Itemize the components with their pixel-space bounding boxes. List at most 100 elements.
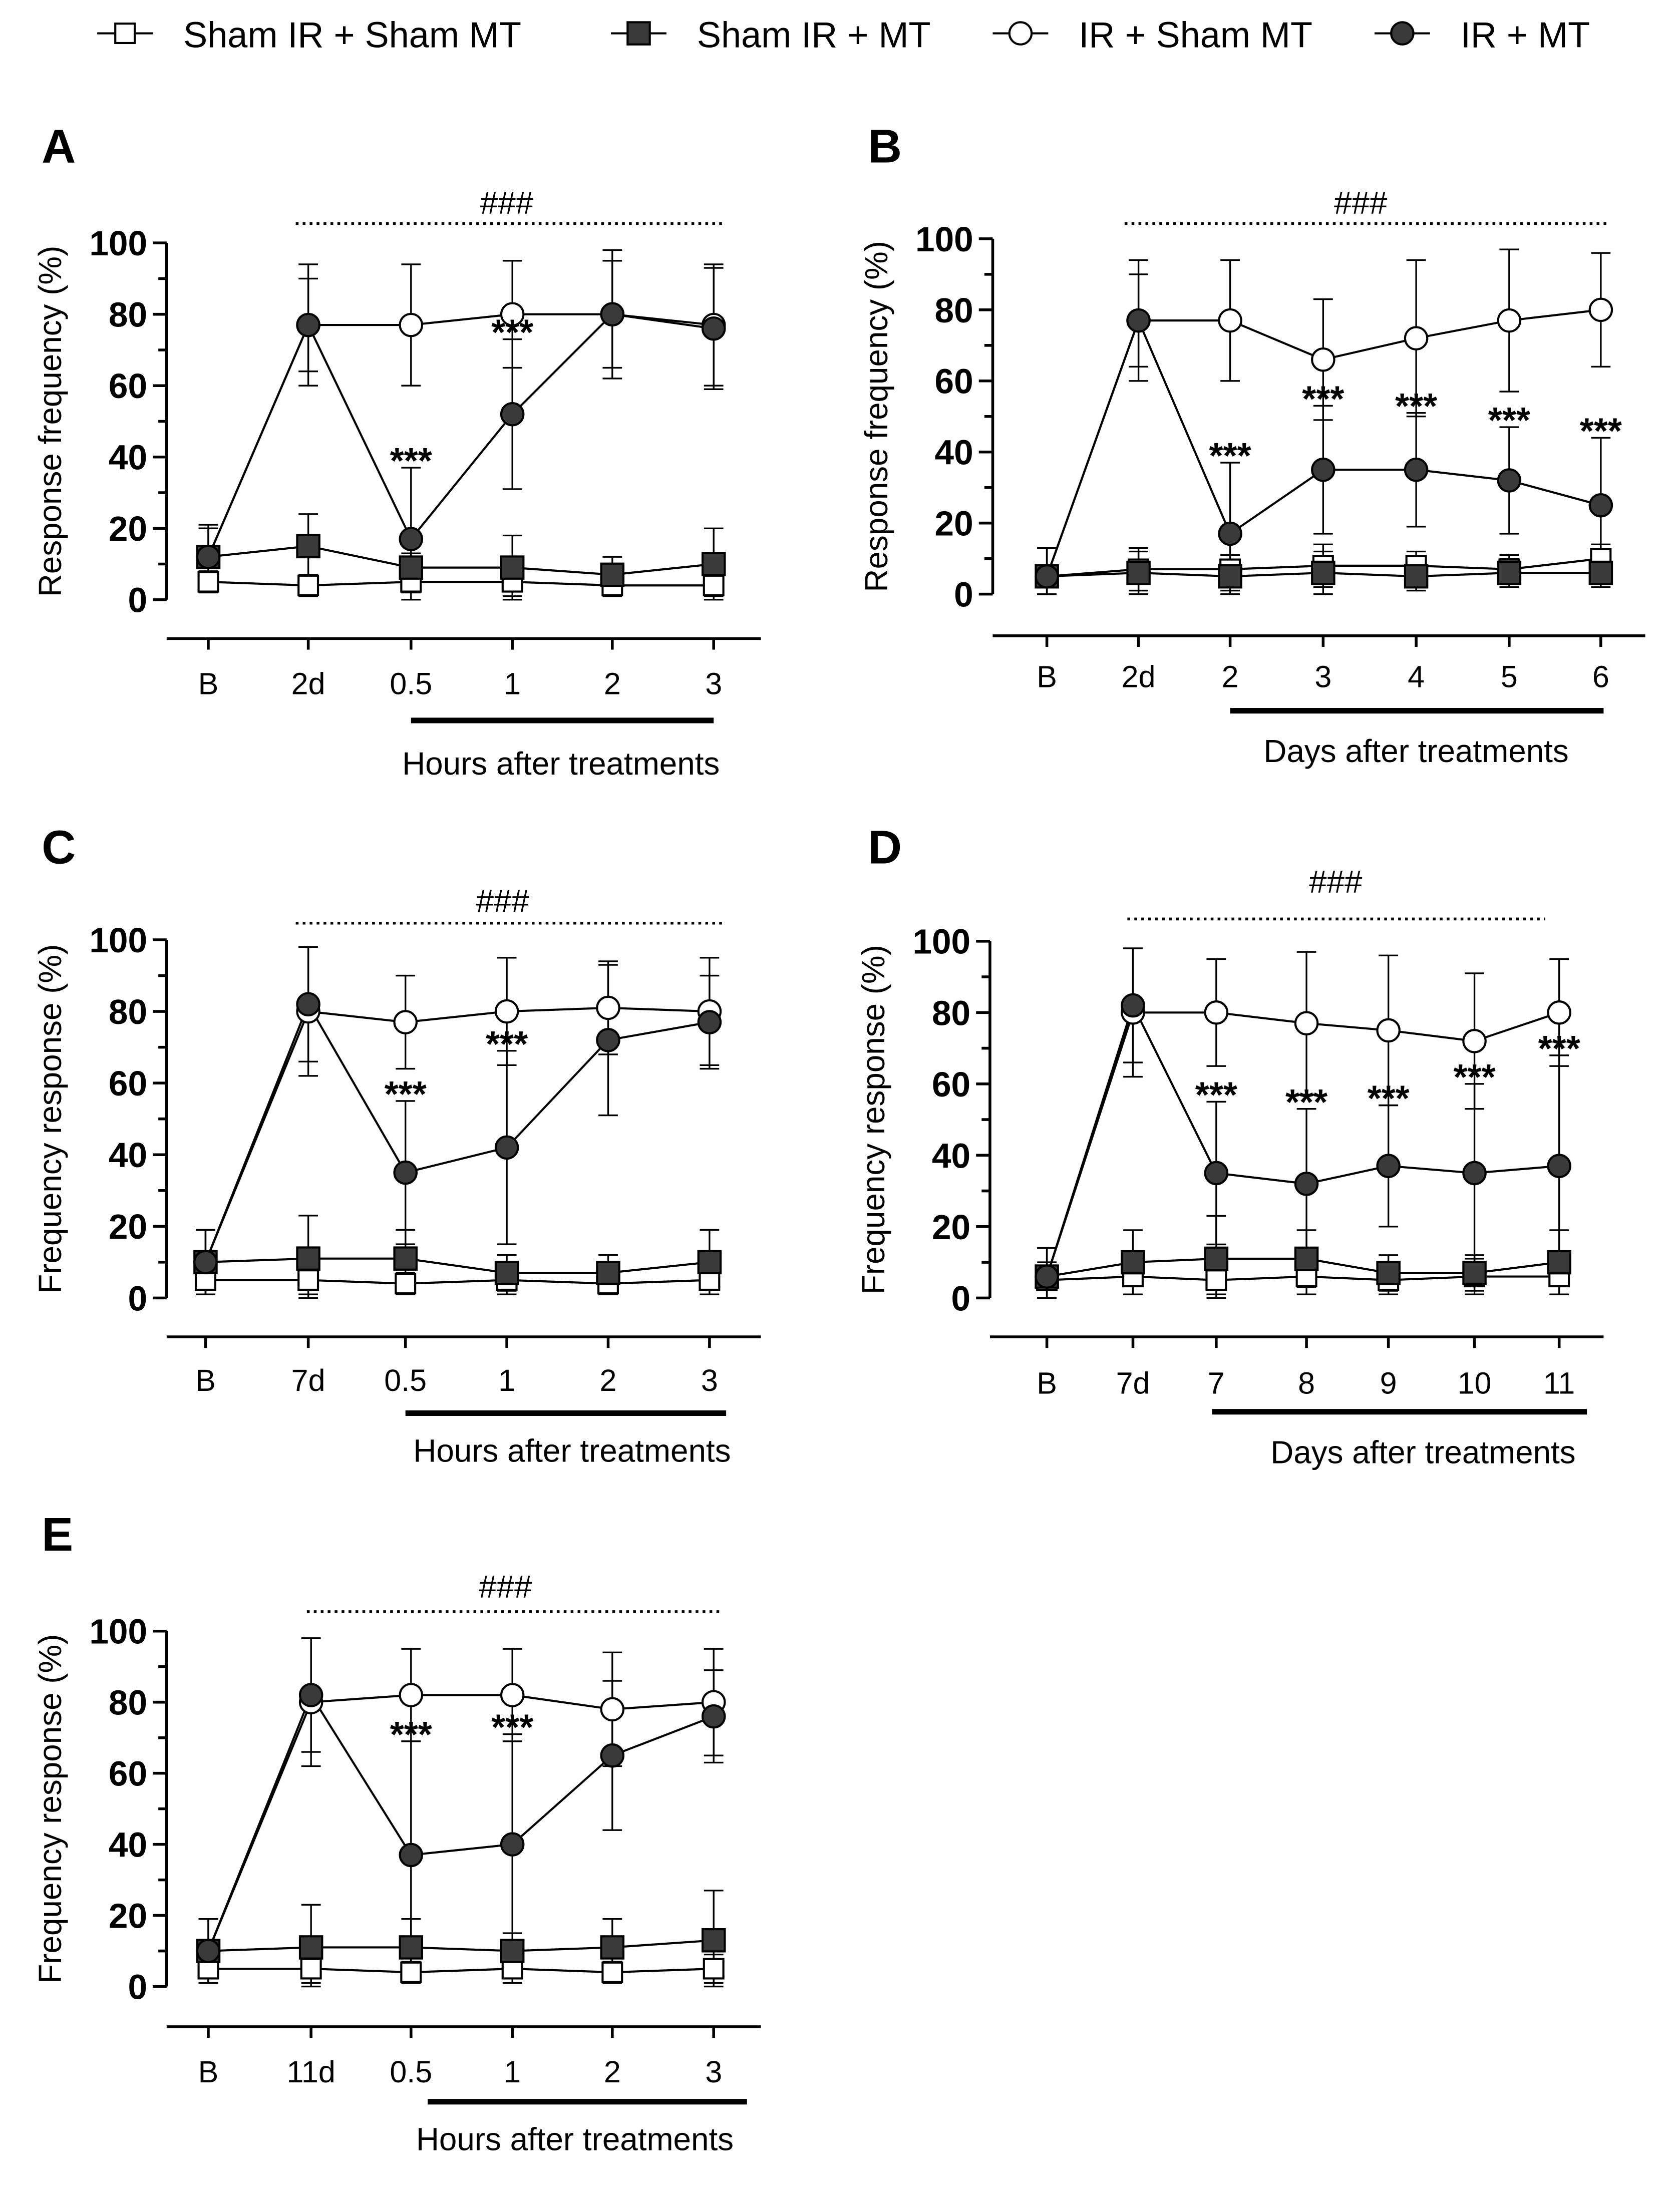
data-point xyxy=(393,1160,418,1185)
data-point xyxy=(596,995,620,1020)
series-line xyxy=(204,1002,710,1263)
x-axis-label: Days after treatments xyxy=(1270,1434,1575,1470)
significance-stars: *** xyxy=(491,1708,533,1748)
data-point xyxy=(596,1261,620,1285)
data-point xyxy=(1121,993,1145,1018)
x-tick-label: 8 xyxy=(1298,1366,1315,1400)
data-point xyxy=(197,571,219,593)
x-tick-label: B xyxy=(198,2055,219,2089)
hash-significance-label: ### xyxy=(1309,864,1363,900)
panel-c: C 0 20 40 60 80 100 Frequency response (%) B 7d 0.… xyxy=(32,821,761,1469)
series-line xyxy=(207,313,714,558)
series-sham-ir-sham-mt xyxy=(198,1953,724,1984)
data-point xyxy=(1204,1246,1229,1271)
y-tick-label: 80 xyxy=(932,993,970,1032)
series-ir-sham-mt xyxy=(196,946,720,1295)
data-point xyxy=(600,1743,625,1768)
series-line xyxy=(204,1006,710,1263)
significance-stars: *** xyxy=(385,1074,427,1115)
data-point xyxy=(1294,1172,1319,1196)
data-point xyxy=(701,1928,726,1953)
data-point xyxy=(500,1683,525,1707)
data-point xyxy=(1547,1154,1571,1178)
x-tick-label: 7d xyxy=(1116,1366,1150,1400)
data-point xyxy=(703,574,725,596)
x-tick-label: B xyxy=(195,1363,216,1397)
data-point xyxy=(601,1961,623,1983)
data-point xyxy=(1547,1000,1571,1025)
y-axis-label: Response frequency (%) xyxy=(858,241,894,592)
data-point xyxy=(697,1250,722,1275)
data-point xyxy=(500,302,525,326)
x-axis-label: Hours after treatments xyxy=(416,2121,734,2157)
y-axis-label: Frequency response (%) xyxy=(32,944,68,1294)
y-tick-label: 40 xyxy=(109,438,147,477)
y-tick-label: 100 xyxy=(915,220,973,259)
significance-stars: *** xyxy=(390,1715,432,1755)
x-tick-label: 4 xyxy=(1408,659,1425,693)
series-line xyxy=(207,1694,714,1952)
series-line xyxy=(208,1967,714,1974)
legend-marker-icon xyxy=(626,21,651,46)
x-tick-label: 1 xyxy=(498,1363,515,1397)
x-tick-label: 11 xyxy=(1543,1366,1575,1400)
panel-a: A 0 20 40 60 80 100 Response frequency (%) B 2d 0.… xyxy=(32,120,761,782)
series-line xyxy=(205,1279,710,1285)
data-point xyxy=(1462,1161,1487,1186)
data-point xyxy=(1497,468,1522,493)
data-point xyxy=(1205,1269,1227,1291)
data-point xyxy=(1294,1246,1319,1271)
significance-stars: *** xyxy=(1538,1029,1580,1069)
data-point xyxy=(1588,297,1613,322)
legend-label: IR + MT xyxy=(1461,15,1590,55)
x-tick-label: 0.5 xyxy=(384,1363,427,1397)
data-point xyxy=(395,1273,417,1295)
series-line xyxy=(208,581,714,587)
x-tick-label: 3 xyxy=(705,666,722,700)
y-tick-label: 60 xyxy=(109,367,147,406)
panel-d: D 0 20 40 60 80 100 Frequency response (%) B 7d 7 8… xyxy=(855,821,1604,1470)
hash-significance-label: ### xyxy=(479,1569,532,1605)
data-point xyxy=(399,1843,424,1868)
data-point xyxy=(1218,308,1242,333)
data-point xyxy=(600,562,625,587)
legend-marker-icon xyxy=(1008,21,1033,46)
y-tick-label: 40 xyxy=(109,1826,147,1865)
significance-stars: *** xyxy=(1285,1082,1327,1123)
x-axis-label: Hours after treatments xyxy=(413,1432,731,1469)
x-tick-label: 2 xyxy=(1222,659,1239,693)
data-point xyxy=(399,1935,424,1960)
series-ir-sham-mt xyxy=(198,1637,724,1984)
series-sham-ir-mt xyxy=(198,513,724,601)
data-point xyxy=(494,1261,519,1285)
data-point xyxy=(1547,1250,1571,1275)
data-point xyxy=(1126,308,1151,333)
x-axis-label: Hours after treatments xyxy=(402,746,720,782)
data-point xyxy=(1311,457,1335,482)
data-point xyxy=(296,534,320,559)
data-point xyxy=(1204,1161,1229,1186)
data-point xyxy=(193,1250,218,1275)
data-point xyxy=(494,999,519,1024)
data-point xyxy=(1204,1000,1229,1025)
x-tick-label: 2 xyxy=(604,666,621,700)
y-tick-label: 100 xyxy=(89,1612,147,1651)
x-tick-label: B xyxy=(1037,1366,1057,1400)
data-point xyxy=(298,1683,323,1707)
y-axis-label: Frequency response (%) xyxy=(855,945,891,1294)
panel-b: B 0 20 40 60 80 100 Response frequency (%) B 2d 2 3… xyxy=(858,120,1645,769)
series-line xyxy=(207,1692,714,1952)
data-point xyxy=(500,1939,525,1963)
y-tick-label: 100 xyxy=(89,224,147,263)
data-point xyxy=(701,1704,726,1729)
hash-significance-label: ### xyxy=(480,185,534,221)
y-tick-label: 0 xyxy=(128,1279,147,1318)
y-tick-label: 40 xyxy=(935,433,973,472)
x-tick-label: 2d xyxy=(1122,659,1156,693)
legend: Sham IR + Sham MT Sham IR + MT IR + Sham M… xyxy=(97,15,1590,55)
data-point xyxy=(400,1961,422,1983)
series-line xyxy=(208,1939,714,1952)
x-tick-label: 0.5 xyxy=(390,666,432,700)
x-axis-label: Days after treatments xyxy=(1263,733,1568,769)
